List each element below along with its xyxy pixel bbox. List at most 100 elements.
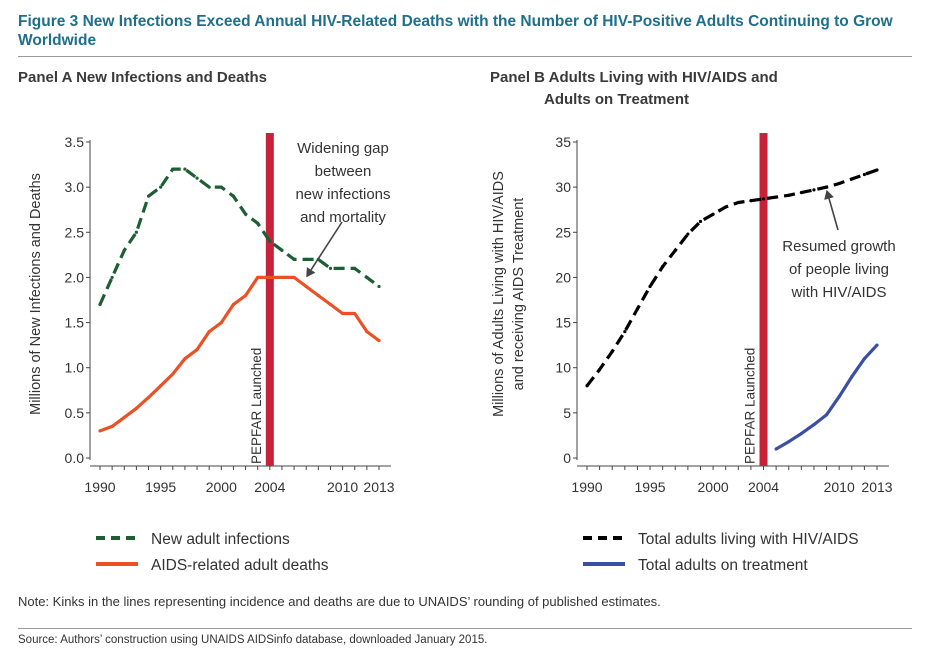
panel-a-series-0-point: [207, 185, 211, 189]
panel-a-series-1-point: [159, 384, 163, 388]
panel-a-series-0-point: [256, 221, 260, 225]
panel-b-series-0-point: [787, 193, 791, 197]
panel-a-x-tick-label: 1995: [145, 479, 176, 495]
panel-b-series-0-point: [711, 212, 715, 216]
panel-a-series-1-point: [183, 357, 187, 361]
panel-a-legend-label-0: New adult infections: [151, 531, 290, 548]
panel-a-series-0-point: [110, 275, 114, 280]
panel-b-series-0-point: [799, 190, 803, 195]
panel-b-y-tick-label: 20: [555, 269, 571, 285]
panel-a-series-1-point: [98, 429, 102, 433]
panel-b-series-1-point: [812, 422, 816, 427]
panel-b-series-0-point: [862, 172, 866, 177]
panel-a-y-tick-label: 0.0: [65, 450, 85, 466]
panel-a-pepfar-line: [265, 133, 274, 466]
panel-a-series-1-point: [146, 395, 151, 400]
panel-b-series-0-point: [698, 219, 703, 224]
panel-a-x-tick-label: 2000: [206, 479, 237, 495]
panel-b-series-1-line: [775, 344, 879, 451]
panel-a-series-0-point: [146, 194, 151, 198]
panel-a-series-1-point: [341, 311, 345, 316]
panel-a-y-axis-label: Millions of New Infections and Deaths: [28, 173, 44, 415]
panel-b-y-tick-label: 35: [555, 134, 571, 150]
panel-b-y-tick-label: 10: [555, 360, 571, 376]
panel-a-series-1-point: [207, 330, 211, 334]
panel-a-series-0-point: [328, 266, 333, 270]
panel-b-series-1-point: [875, 343, 879, 347]
panel-a-series-1-point: [195, 348, 199, 352]
panel-a-series-0-point: [231, 194, 236, 198]
title-divider: [18, 56, 912, 57]
panel-a-x-tick-label: 2013: [363, 479, 394, 495]
panel-a-annotation-arrow: [310, 221, 343, 271]
panel-a-series-1-point: [328, 302, 333, 307]
panel-b-series-0-point: [623, 330, 627, 334]
panel-a-series-1-point: [171, 372, 175, 376]
panel-a-series-0-point: [243, 212, 248, 216]
panel-a-series-0-point: [377, 284, 381, 289]
panel-a-series-0-point: [365, 275, 369, 280]
panel-a-series-1-point: [110, 424, 114, 428]
panel-b-series-0-point: [635, 307, 640, 311]
panel-a-annotation-line: and mortality: [300, 209, 386, 226]
panel-a-series-0-point: [98, 302, 102, 307]
figure-title: Figure 3 New Infections Exceed Annual HI…: [18, 13, 893, 49]
panel-a-series-0-point: [171, 167, 175, 171]
panel-a-y-tick-label: 0.5: [65, 405, 85, 421]
panel-a-y-tick-label: 1.5: [65, 315, 85, 331]
panel-b-series-0-point: [736, 200, 740, 205]
panel-a-series-1-point: [256, 275, 260, 280]
panel-b-series-0-point: [774, 195, 778, 199]
panel-b-annotation-arrowhead: [824, 189, 834, 200]
panel-b-legend-label-0: Total adults living with HIV/AIDS: [638, 531, 859, 548]
source-divider: [18, 628, 912, 629]
panel-b-x-tick-label: 1990: [571, 479, 602, 495]
panel-b-series-0-point: [585, 384, 589, 388]
panel-b-series-0-point: [824, 185, 829, 189]
panel-b-title-line-1: Panel B Adults Living with HIV/AIDS and: [490, 69, 778, 86]
panel-b-series-0-point: [724, 205, 728, 209]
panel-a-annotation-arrowhead: [306, 267, 316, 278]
panel-a-series-0-point: [304, 257, 308, 261]
panel-a-series-0-point: [341, 266, 345, 270]
panel-b-annotation-line: of people living: [789, 261, 889, 278]
panel-b-series-0-point: [761, 197, 766, 201]
panel-b-x-tick-label: 2004: [748, 479, 779, 495]
panel-b-y-tick-label: 25: [555, 224, 571, 240]
panel-a-series-1-point: [268, 275, 272, 280]
panel-b-x-tick-label: 2000: [698, 479, 729, 495]
panel-a-series-1-line: [99, 275, 380, 433]
panel-a-series-1-point: [377, 339, 381, 343]
panel-a-annotation-line: new infections: [295, 186, 390, 203]
panel-b-series-1-point: [774, 447, 778, 451]
panel-a-legend-label-1: AIDS-related adult deaths: [151, 557, 329, 574]
panel-b-pepfar-line: [759, 133, 768, 466]
panel-a-series-1-point: [292, 275, 296, 280]
panel-a-y-tick-label: 1.0: [65, 360, 85, 376]
panel-b-series-0-point: [610, 349, 614, 354]
panel-a-series-1-point: [365, 330, 369, 334]
panel-a-y-tick-label: 2.0: [65, 269, 85, 285]
panel-b-y-axis-label: and receiving AIDS Treatment: [511, 198, 527, 391]
panel-b-series-0-point: [837, 181, 841, 186]
panel-b-series-1-point: [799, 432, 803, 436]
panel-b-y-axis-label: Millions of Adults Living with HIV/AIDS: [491, 171, 507, 417]
panel-b-title-line-2: Adults on Treatment: [544, 91, 690, 108]
panel-b-series-1-point: [824, 413, 829, 417]
panel-a-y-tick-label: 3.0: [65, 179, 85, 195]
panel-a-series-0-point: [292, 257, 296, 261]
panel-a-series-1-point: [122, 415, 126, 419]
panel-a-series-1-point: [219, 320, 223, 325]
figure-note: Note: Kinks in the lines representing in…: [18, 594, 661, 609]
panel-a-x-tick-label: 1990: [84, 479, 115, 495]
panel-a-series-0-point: [280, 248, 284, 252]
panel-b-series-0-point: [648, 284, 652, 289]
panel-b-series-0-point: [661, 264, 665, 269]
panel-a-y-tick-label: 3.5: [65, 134, 85, 150]
panel-a-x-tick-label: 2010: [327, 479, 358, 495]
panel-a-series-0-point: [219, 185, 223, 189]
panel-b-x-tick-label: 1995: [634, 479, 665, 495]
panel-a-series-0-point: [122, 248, 126, 252]
panel-b-title: Panel B Adults Living with HIV/AIDS and …: [490, 67, 778, 111]
panel-b-series-1-point: [862, 357, 866, 361]
